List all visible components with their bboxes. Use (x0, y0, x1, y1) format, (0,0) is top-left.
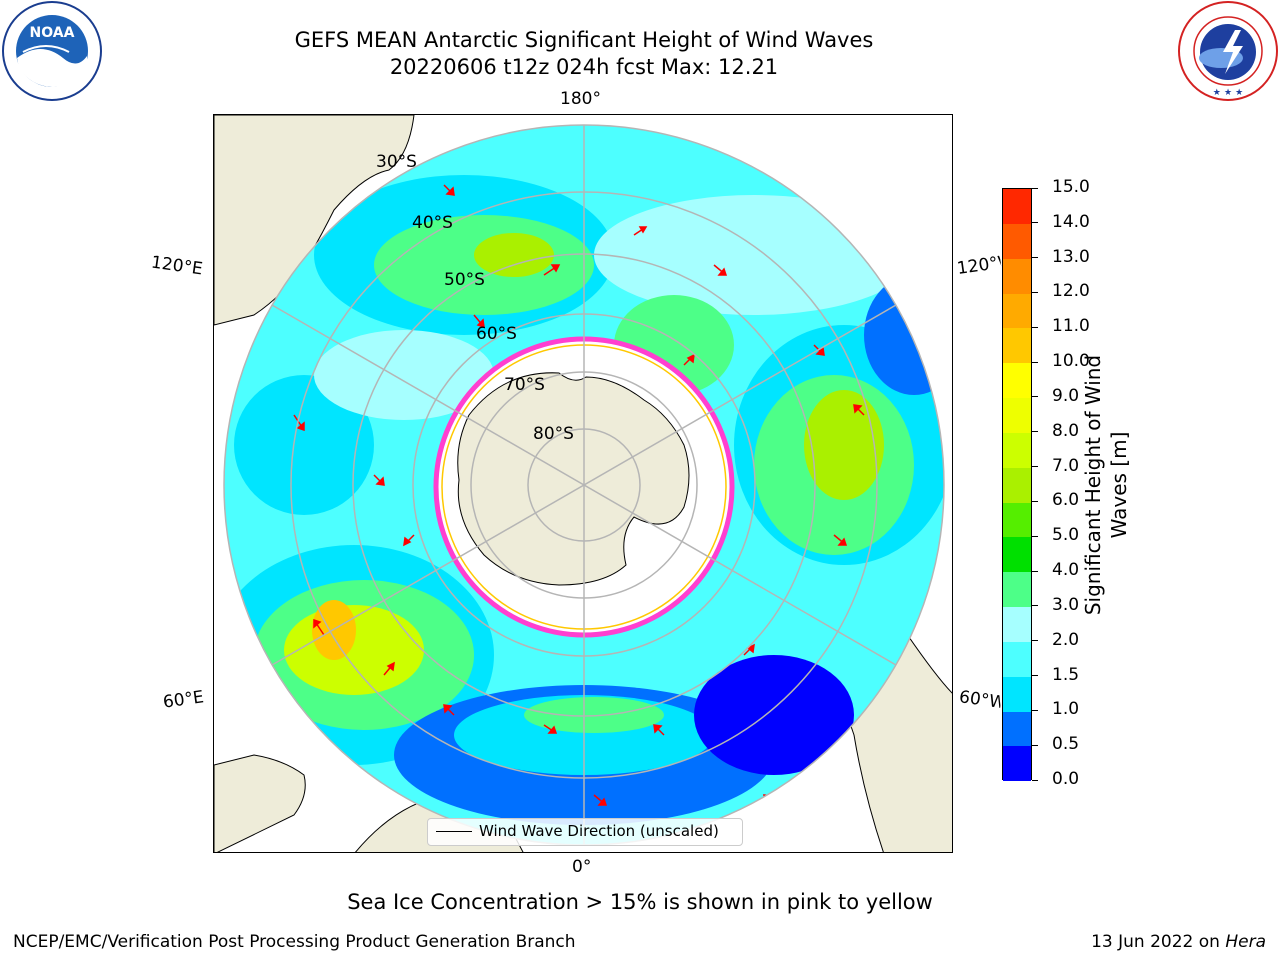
colorbar-tick-mark (1032, 709, 1038, 711)
lon-label-120w: 120°W (955, 253, 1003, 279)
colorbar-segment (1003, 432, 1031, 468)
colorbar-segment (1003, 502, 1031, 538)
lat-label-40s: 40°S (412, 213, 453, 233)
colorbar-segment (1003, 711, 1031, 747)
colorbar-segment (1003, 572, 1031, 608)
nws-logo: ★ ★ ★ (1177, 0, 1279, 102)
colorbar-tick-mark (1032, 640, 1038, 642)
lat-label-50s: 50°S (444, 270, 485, 290)
footer-date: 13 Jun 2022 on Hera (1091, 932, 1266, 952)
colorbar-tick-mark (1032, 675, 1038, 677)
land-africa (214, 754, 306, 852)
svg-text:★ ★ ★: ★ ★ ★ (1213, 88, 1243, 98)
lon-label-120e: 120°E (149, 252, 204, 280)
sea-ice-note: Sea Ice Concentration > 15% is shown in … (347, 890, 933, 914)
lon-label-60e: 60°E (161, 687, 206, 713)
colorbar-tick-label: 14.0 (1052, 211, 1090, 232)
colorbar-tick-label: 9.0 (1052, 385, 1080, 406)
colorbar-tick-mark (1032, 466, 1038, 468)
colorbar-segment (1003, 537, 1031, 573)
noaa-logo-text: NOAA (30, 25, 75, 41)
colorbar-segment (1003, 606, 1031, 642)
lon-label-60w: 60°W (957, 687, 1003, 713)
colorbar-tick-mark (1032, 257, 1038, 259)
lat-label-30s: 30°S (376, 152, 417, 172)
colorbar-tick-mark (1032, 396, 1038, 398)
colorbar-tick-mark (1032, 431, 1038, 433)
colorbar-segment (1003, 328, 1031, 364)
colorbar-tick-label: 7.0 (1052, 455, 1080, 476)
colorbar-segment (1003, 746, 1031, 782)
colorbar-tick-label: 5.0 (1052, 525, 1080, 546)
colorbar-tick-label: 3.0 (1052, 594, 1080, 615)
colorbar-tick-mark (1032, 187, 1038, 189)
colorbar-segment (1003, 189, 1031, 224)
colorbar-label-line2: Waves [m] (1107, 431, 1131, 539)
colorbar-tick-label: 8.0 (1052, 420, 1080, 441)
colorbar (1002, 188, 1032, 782)
colorbar-tick-mark (1032, 361, 1038, 363)
colorbar-tick-label: 1.0 (1052, 699, 1080, 720)
chart-title-line2: 20220606 t12z 024h fcst Max: 12.21 (389, 55, 779, 79)
colorbar-tick-label: 4.0 (1052, 560, 1080, 581)
colorbar-tick-label: 15.0 (1052, 177, 1090, 197)
colorbar-tick-mark (1032, 570, 1038, 572)
colorbar-segment (1003, 676, 1031, 712)
colorbar-segment (1003, 293, 1031, 329)
colorbar-segment (1003, 467, 1031, 503)
footer-machine: Hera (1225, 932, 1266, 952)
colorbar-label-line1: Significant Height of Wind (1081, 354, 1105, 616)
colorbar-segment (1003, 223, 1031, 259)
legend-line-sample (436, 831, 472, 832)
footer-branch: NCEP/EMC/Verification Post Processing Pr… (13, 932, 576, 952)
map-legend: Wind Wave Direction (unscaled) (427, 818, 743, 846)
colorbar-tick-label: 10.0 (1052, 351, 1090, 372)
lon-label-180: 180° (560, 89, 601, 109)
colorbar-tick-mark (1032, 605, 1038, 607)
colorbar-tick-mark (1032, 779, 1038, 781)
polar-map-canvas (214, 115, 952, 852)
legend-label: Wind Wave Direction (unscaled) (479, 822, 719, 840)
colorbar-tick-label: 13.0 (1052, 246, 1090, 267)
lat-label-80s: 80°S (533, 424, 574, 444)
colorbar-tick-mark (1032, 222, 1038, 224)
polar-map (213, 114, 953, 853)
wind-wave-arrows (293, 184, 865, 806)
colorbar-segment (1003, 258, 1031, 294)
colorbar-tick-label: 0.5 (1052, 734, 1080, 755)
colorbar-tick-label: 12.0 (1052, 281, 1090, 302)
chart-title-line1: GEFS MEAN Antarctic Significant Height o… (294, 28, 874, 52)
lat-label-60s: 60°S (476, 324, 517, 344)
colorbar-segment (1003, 641, 1031, 677)
colorbar-tick-mark (1032, 744, 1038, 746)
colorbar-tick-label: 1.5 (1052, 664, 1080, 685)
noaa-logo: NOAA (1, 0, 103, 102)
colorbar-tick-label: 2.0 (1052, 629, 1080, 650)
colorbar-tick-label: 6.0 (1052, 490, 1080, 511)
colorbar-segment (1003, 397, 1031, 433)
colorbar-tick-label: 11.0 (1052, 316, 1090, 337)
colorbar-tick-mark (1032, 500, 1038, 502)
colorbar-tick-label: 0.0 (1052, 769, 1080, 789)
colorbar-tick-mark (1032, 535, 1038, 537)
lon-label-0: 0° (572, 857, 592, 877)
lat-label-70s: 70°S (504, 375, 545, 395)
footer-date-text: 13 Jun 2022 on (1091, 932, 1226, 952)
colorbar-segment (1003, 363, 1031, 399)
colorbar-tick-mark (1032, 291, 1038, 293)
colorbar-tick-mark (1032, 326, 1038, 328)
